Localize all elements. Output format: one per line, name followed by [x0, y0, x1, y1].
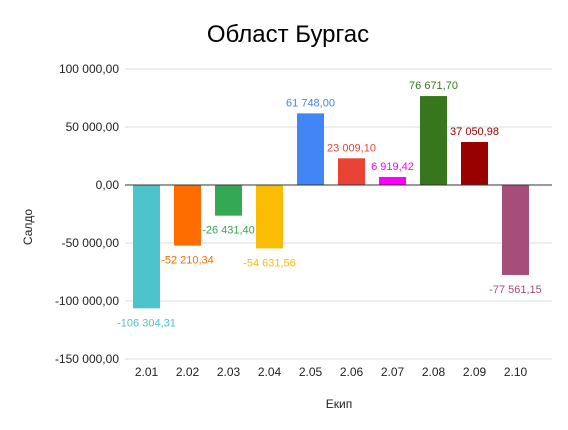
bar: [338, 158, 365, 185]
data-labels: -106 304,31 -52 210,34 -26 431,40 -54 631,5…: [117, 80, 542, 329]
data-label: 61 748,00: [286, 97, 335, 109]
data-label: -52 210,34: [161, 255, 214, 267]
y-axis-ticks: 100 000,00 50 000,00 0,00 -50 000,00 -100 00…: [55, 62, 119, 366]
y-axis-title: Салдо: [21, 209, 35, 245]
x-tick-label: 2.08: [422, 365, 446, 379]
data-label: 76 671,70: [409, 80, 458, 92]
x-tick-label: 2.09: [463, 365, 487, 379]
data-label: 6 919,42: [371, 161, 414, 173]
bar: [379, 176, 406, 185]
x-tick-label: 2.10: [504, 365, 528, 379]
y-tick-label: -100 000,00: [55, 294, 119, 308]
data-label: -54 631,56: [243, 257, 296, 269]
x-tick-label: 2.06: [340, 365, 364, 379]
data-label: -26 431,40: [202, 225, 255, 237]
bar: [174, 185, 201, 246]
bar: [461, 142, 488, 185]
bars: [133, 96, 529, 309]
bar: [256, 185, 283, 249]
chart-title: Област Бургас: [207, 21, 369, 48]
bar: [297, 113, 324, 185]
y-tick-label: 100 000,00: [59, 62, 119, 76]
data-label: 23 009,10: [327, 142, 376, 154]
bar: [420, 96, 447, 185]
x-axis-title: Екип: [326, 397, 352, 411]
data-label: -106 304,31: [117, 317, 176, 329]
x-tick-label: 2.02: [176, 365, 200, 379]
data-label: -77 561,15: [489, 284, 542, 296]
bar: [215, 185, 242, 216]
bar: [502, 185, 529, 275]
y-tick-label: 0,00: [96, 178, 120, 192]
y-tick-label: -150 000,00: [55, 352, 119, 366]
x-tick-label: 2.03: [217, 365, 241, 379]
x-tick-label: 2.05: [299, 365, 323, 379]
x-axis-ticks: 2.01 2.02 2.03 2.04 2.05 2.06 2.07 2.08 2.09 2.10: [135, 365, 528, 379]
x-tick-label: 2.07: [381, 365, 405, 379]
data-label: 37 050,98: [450, 126, 499, 138]
x-tick-label: 2.01: [135, 365, 159, 379]
bar: [133, 185, 160, 309]
y-tick-label: 50 000,00: [66, 120, 120, 134]
x-tick-label: 2.04: [258, 365, 282, 379]
y-tick-label: -50 000,00: [62, 236, 120, 250]
